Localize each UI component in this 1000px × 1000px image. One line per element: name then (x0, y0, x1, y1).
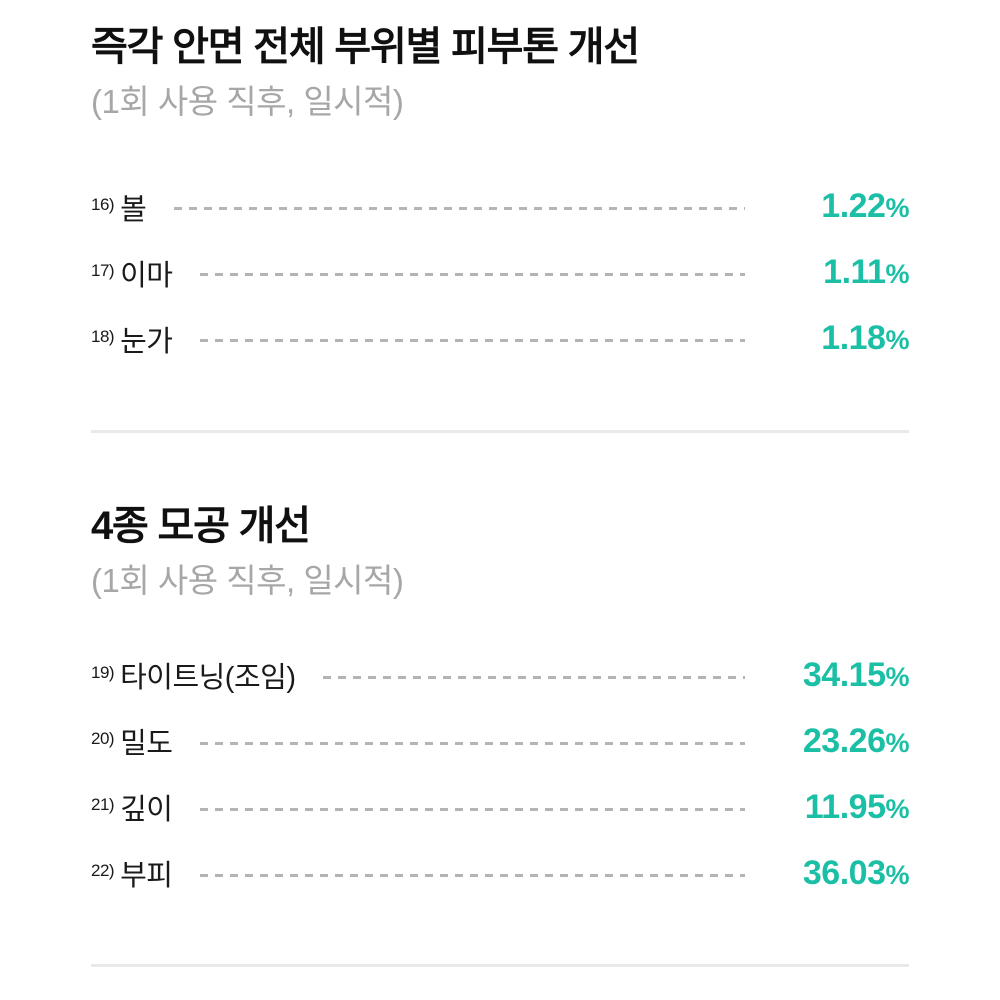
value-unit: % (885, 727, 909, 758)
dot-leader (323, 675, 745, 679)
value-unit: % (885, 325, 909, 356)
section-title-skin-tone: 즉각 안면 전체 부위별 피부톤 개선 (91, 25, 640, 69)
row-footnote-ref: 17) (91, 260, 115, 280)
row-value-number: 1.18 (821, 319, 886, 358)
row-value: 23.26% (745, 721, 910, 761)
row-value: 1.22% (745, 187, 909, 226)
row-value-number: 23.26 (802, 721, 886, 760)
row-value-number: 36.03 (802, 853, 886, 892)
row-value: 1.11% (745, 253, 909, 292)
stat-row: 17) 이마 1.11% (91, 240, 909, 306)
row-value: 36.03% (745, 853, 910, 893)
value-unit: % (885, 793, 909, 824)
row-value-number: 1.22 (821, 187, 886, 226)
row-footnote-ref: 19) (91, 663, 115, 683)
section-subtitle-pores: (1회 사용 직후, 일시적) (91, 561, 404, 599)
dot-leader (200, 873, 745, 877)
dot-leader (200, 807, 745, 811)
section-divider (91, 429, 909, 433)
stat-row: 18) 눈가 1.18% (91, 306, 909, 372)
value-unit: % (885, 259, 909, 290)
stat-row: 19) 타이트닝(조임) 34.15% (91, 642, 909, 708)
dot-leader (200, 273, 745, 277)
row-label-text: 타이트닝(조임) (120, 662, 296, 695)
row-label: 22) 부피 (91, 852, 173, 894)
row-value: 11.95% (745, 787, 910, 827)
row-label-text: 이마 (120, 259, 173, 292)
value-unit: % (885, 661, 909, 692)
row-value: 1.18% (745, 319, 909, 358)
row-label: 18) 눈가 (91, 318, 173, 360)
row-label-text: 볼 (120, 193, 147, 226)
section-title-pores: 4종 모공 개선 (91, 503, 311, 548)
row-label: 19) 타이트닝(조임) (91, 654, 296, 696)
row-label: 20) 밀도 (91, 720, 173, 762)
row-label-text: 부피 (120, 860, 173, 893)
row-value-number: 11.95 (804, 787, 886, 826)
row-value-number: 34.15 (802, 655, 886, 694)
row-footnote-ref: 18) (91, 326, 115, 346)
section-subtitle-skin-tone: (1회 사용 직후, 일시적) (91, 83, 404, 120)
row-label-text: 눈가 (120, 325, 173, 358)
dot-leader (174, 207, 745, 211)
row-value: 34.15% (745, 655, 910, 695)
stat-list-skin-tone: 16) 볼 1.22% 17) 이마 1.11% 18) 눈가 1.18% (91, 174, 909, 372)
dot-leader (200, 339, 745, 343)
stat-row: 20) 밀도 23.26% (91, 708, 909, 774)
row-label: 21) 깊이 (91, 786, 173, 828)
stat-list-pores: 19) 타이트닝(조임) 34.15% 20) 밀도 23.26% 21) 깊이 11… (91, 642, 909, 906)
page: 즉각 안면 전체 부위별 피부톤 개선 (1회 사용 직후, 일시적) 16) 볼… (91, 25, 909, 968)
row-label-text: 깊이 (120, 794, 173, 827)
stat-row: 16) 볼 1.22% (91, 174, 909, 240)
section-divider (91, 964, 909, 968)
row-label: 16) 볼 (91, 186, 147, 228)
stat-row: 22) 부피 36.03% (91, 840, 909, 906)
dot-leader (200, 741, 745, 745)
row-value-number: 1.11 (823, 253, 886, 292)
row-footnote-ref: 20) (91, 729, 115, 749)
stat-row: 21) 깊이 11.95% (91, 774, 909, 840)
value-unit: % (885, 859, 909, 890)
row-footnote-ref: 21) (91, 795, 115, 815)
value-unit: % (885, 193, 909, 224)
row-footnote-ref: 22) (91, 861, 115, 881)
row-footnote-ref: 16) (91, 194, 115, 214)
row-label-text: 밀도 (120, 728, 173, 761)
row-label: 17) 이마 (91, 252, 173, 294)
